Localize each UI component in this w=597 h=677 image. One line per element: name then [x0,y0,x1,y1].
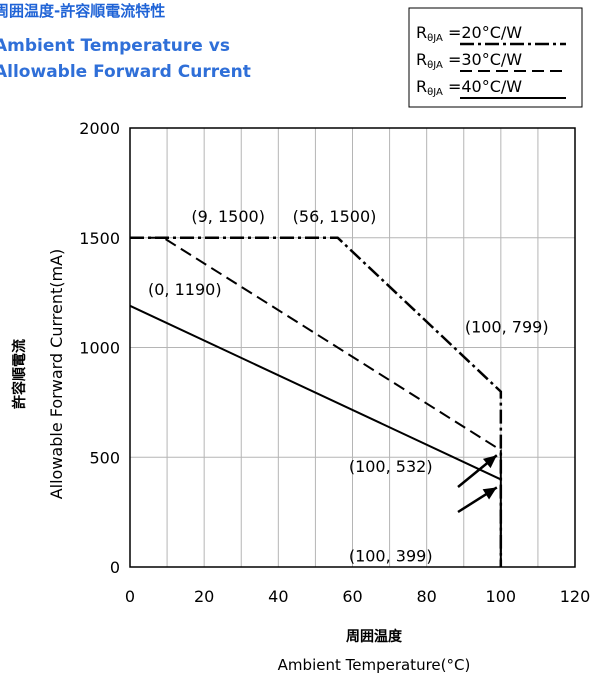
annotation-arrowhead [482,487,497,500]
legend-label-3: RθJA =40°C/W [416,77,522,98]
x-tick-label: 120 [560,587,591,606]
y-tick-label: 1500 [79,229,120,248]
chart-title-en-line2: Allowable Forward Current [0,62,251,82]
annotation-labels: (9, 1500) (56, 1500) (0, 1190) (100, 799) (1… [148,207,549,566]
x-tick-labels: 0 20 40 60 80 100 120 [125,587,590,606]
chart-title-jp: 周囲温度-許容順電流特性 [0,2,166,20]
annotation-label: (100, 799) [465,318,549,337]
series-line-3 [129,304,502,567]
x-tick-label: 80 [416,587,436,606]
y-tick-label: 0 [110,558,120,577]
annotation-arrows [457,454,498,514]
x-axis-label-jp: 周囲温度 [346,628,403,645]
x-axis-label: Ambient Temperature(°C) [278,656,471,674]
y-tick-label: 1000 [79,339,120,358]
y-tick-label: 500 [89,448,120,467]
annotation-label: (100, 532) [349,457,433,476]
series-lines [129,236,503,567]
plot-frame [129,127,576,568]
legend-label-2: RθJA =30°C/W [416,50,522,71]
y-axis-label-jp: 許容順電流 [11,339,28,409]
y-axis-label: Allowable Forward Current(mA) [47,249,66,500]
legend: RθJA =20°C/W RθJA =30°C/W RθJA =40°C/W [408,7,583,108]
annotation-label: (0, 1190) [148,280,222,299]
x-tick-label: 100 [486,587,517,606]
annotation-label: (100, 399) [349,546,433,565]
annotation-label: (56, 1500) [293,207,377,226]
annotation-label: (9, 1500) [191,207,265,226]
annotation-arrowhead [482,455,497,469]
y-tick-label: 2000 [79,119,120,138]
x-tick-label: 60 [342,587,362,606]
legend-box [408,7,583,108]
grid-lines [130,128,575,567]
x-tick-label: 40 [268,587,288,606]
x-tick-label: 0 [125,587,135,606]
y-tick-labels: 0 500 1000 1500 2000 [79,119,120,577]
chart-title-en-line1: Ambient Temperature vs [0,36,230,56]
x-tick-label: 20 [194,587,214,606]
legend-label-1: RθJA =20°C/W [416,23,522,44]
